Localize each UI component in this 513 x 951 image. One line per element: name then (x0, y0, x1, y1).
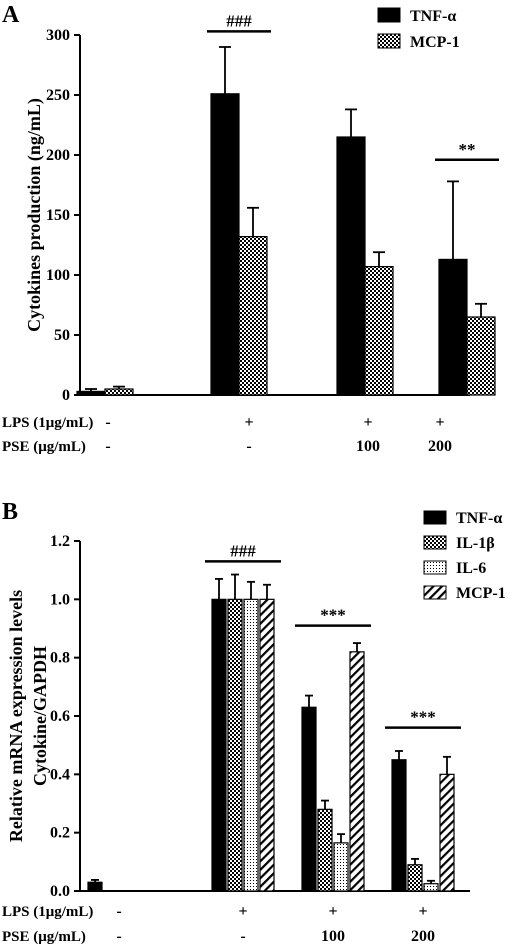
condition-value: - (246, 438, 251, 455)
y-tick-label: 150 (46, 207, 70, 224)
bar (211, 598, 227, 892)
y-axis-title: Cytokines production (ng/mL) (24, 98, 45, 332)
y-tick-label: 200 (46, 147, 70, 164)
bar (364, 266, 394, 396)
y-axis-title: Relative mRNA expression levels (6, 590, 26, 842)
legend-swatch (423, 510, 447, 525)
y-tick-label: 0.8 (50, 650, 70, 667)
y-tick-label: 250 (46, 87, 70, 104)
legend-swatch (377, 33, 401, 49)
y-tick-label: 0 (62, 387, 70, 404)
bar (466, 316, 496, 396)
significance-label: ### (230, 541, 256, 560)
bar (439, 773, 455, 892)
bar (259, 598, 275, 892)
condition-label: PSE (μg/mL) (2, 929, 86, 945)
condition-value: + (435, 414, 444, 431)
bar (104, 388, 134, 396)
condition-value: 200 (428, 438, 452, 455)
legend-swatch (423, 560, 447, 575)
legend-swatch (377, 7, 401, 23)
significance-label: *** (410, 708, 436, 727)
condition-value: - (116, 903, 121, 920)
y-tick-label: 1.2 (50, 533, 70, 550)
condition-value: - (105, 438, 110, 455)
condition-value: + (363, 414, 372, 431)
legend-swatch (423, 535, 447, 550)
condition-value: - (116, 928, 121, 945)
y-tick-label: 0.0 (50, 883, 70, 900)
bar (336, 136, 366, 396)
condition-label: PSE (μg/mL) (2, 439, 86, 455)
significance-label: ### (226, 11, 252, 30)
condition-label: LPS (1μg/mL) (2, 904, 93, 920)
condition-value: + (238, 903, 247, 920)
bar (407, 864, 423, 892)
condition-value: + (328, 903, 337, 920)
y-tick-label: 0.6 (50, 708, 70, 725)
condition-value: - (105, 414, 110, 431)
bar (238, 236, 268, 396)
y-tick-label: 300 (46, 27, 70, 44)
legend-label: IL-6 (456, 560, 486, 577)
legend-label: TNF-α (456, 510, 502, 527)
significance-label: *** (320, 606, 346, 625)
condition-value: + (244, 414, 253, 431)
legend-label: IL-1β (456, 535, 495, 552)
bar (301, 706, 317, 892)
bar (438, 258, 468, 396)
bar (210, 93, 240, 396)
significance-label: ** (459, 140, 476, 159)
y-tick-label: 1.0 (50, 591, 70, 608)
y-tick-label: 0.4 (50, 766, 70, 783)
condition-value: 200 (411, 928, 435, 945)
bar (317, 808, 333, 892)
y-axis-title-line2: Cytokine/GAPDH (30, 646, 50, 786)
condition-value: 100 (321, 928, 345, 945)
panel-a-chart: A Cytokines production (ng/mL) 0 50 100 150 20… (2, 2, 499, 455)
legend-label: MCP-1 (410, 34, 460, 51)
condition-value: 100 (356, 438, 380, 455)
legend-label: TNF-α (410, 8, 456, 25)
bar (349, 651, 365, 892)
panel-b-chart: B Relative mRNA expression levels Cytokine… (2, 499, 506, 945)
y-tick-label: 50 (54, 327, 70, 344)
bar (87, 881, 103, 892)
condition-label: LPS (1μg/mL) (2, 415, 93, 431)
y-tick-label: 0.2 (50, 825, 70, 842)
legend-swatch (423, 585, 447, 600)
condition-value: - (240, 928, 245, 945)
panel-letter: A (2, 2, 20, 28)
panel-letter: B (2, 499, 18, 525)
bar (76, 390, 106, 396)
bar (333, 842, 349, 892)
condition-value: + (418, 903, 427, 920)
bar (391, 759, 407, 892)
bar (423, 883, 439, 892)
bar (227, 598, 243, 892)
y-tick-label: 100 (46, 267, 70, 284)
bar (243, 598, 259, 892)
legend-label: MCP-1 (456, 585, 506, 602)
